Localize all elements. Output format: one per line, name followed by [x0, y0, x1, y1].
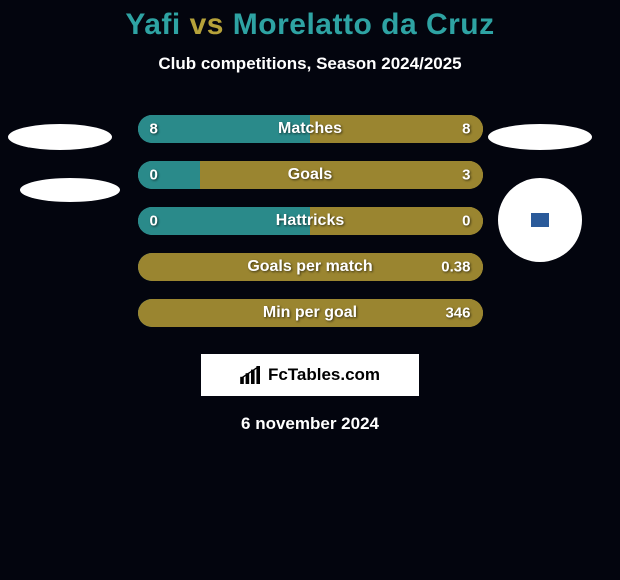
- stat-bar: Goals 0 3: [138, 161, 483, 189]
- decor-circle: [498, 178, 582, 262]
- stat-row: Min per goal 346: [0, 290, 620, 336]
- stat-value-right: 3: [462, 167, 470, 184]
- stat-bar: Matches 8 8: [138, 115, 483, 143]
- title-vs: vs: [190, 8, 224, 41]
- stat-value-right: 346: [445, 305, 470, 322]
- stat-bar-label: Goals: [288, 166, 332, 184]
- stat-bar-left-fill: [138, 161, 200, 189]
- decor-circle-glyph: [531, 213, 549, 227]
- title-player2: Morelatto da Cruz: [233, 8, 495, 41]
- title-player1: Yafi: [125, 8, 180, 41]
- stat-value-left: 0: [150, 167, 158, 184]
- stat-bar: Min per goal 346: [138, 299, 483, 327]
- stat-value-right: 0: [462, 213, 470, 230]
- branding-badge: FcTables.com: [201, 354, 419, 396]
- stat-bar-label: Min per goal: [263, 304, 357, 322]
- branding-text: FcTables.com: [268, 365, 380, 385]
- stat-bar-label: Hattricks: [276, 212, 344, 230]
- stat-bar-label: Goals per match: [247, 258, 372, 276]
- bars-icon: [240, 366, 262, 384]
- decor-ellipse: [488, 124, 592, 150]
- stat-value-right: 0.38: [441, 259, 470, 276]
- stat-value-left: 0: [150, 213, 158, 230]
- date-text: 6 november 2024: [0, 414, 620, 434]
- stat-value-left: 8: [150, 121, 158, 138]
- page-title: Yafi vs Morelatto da Cruz: [0, 0, 620, 42]
- stat-bar: Hattricks 0 0: [138, 207, 483, 235]
- decor-ellipse: [20, 178, 120, 202]
- decor-ellipse: [8, 124, 112, 150]
- stat-bar: Goals per match 0.38: [138, 253, 483, 281]
- subtitle: Club competitions, Season 2024/2025: [0, 54, 620, 74]
- stat-value-right: 8: [462, 121, 470, 138]
- stat-bar-label: Matches: [278, 120, 342, 138]
- stat-bar-right-fill: [200, 161, 483, 189]
